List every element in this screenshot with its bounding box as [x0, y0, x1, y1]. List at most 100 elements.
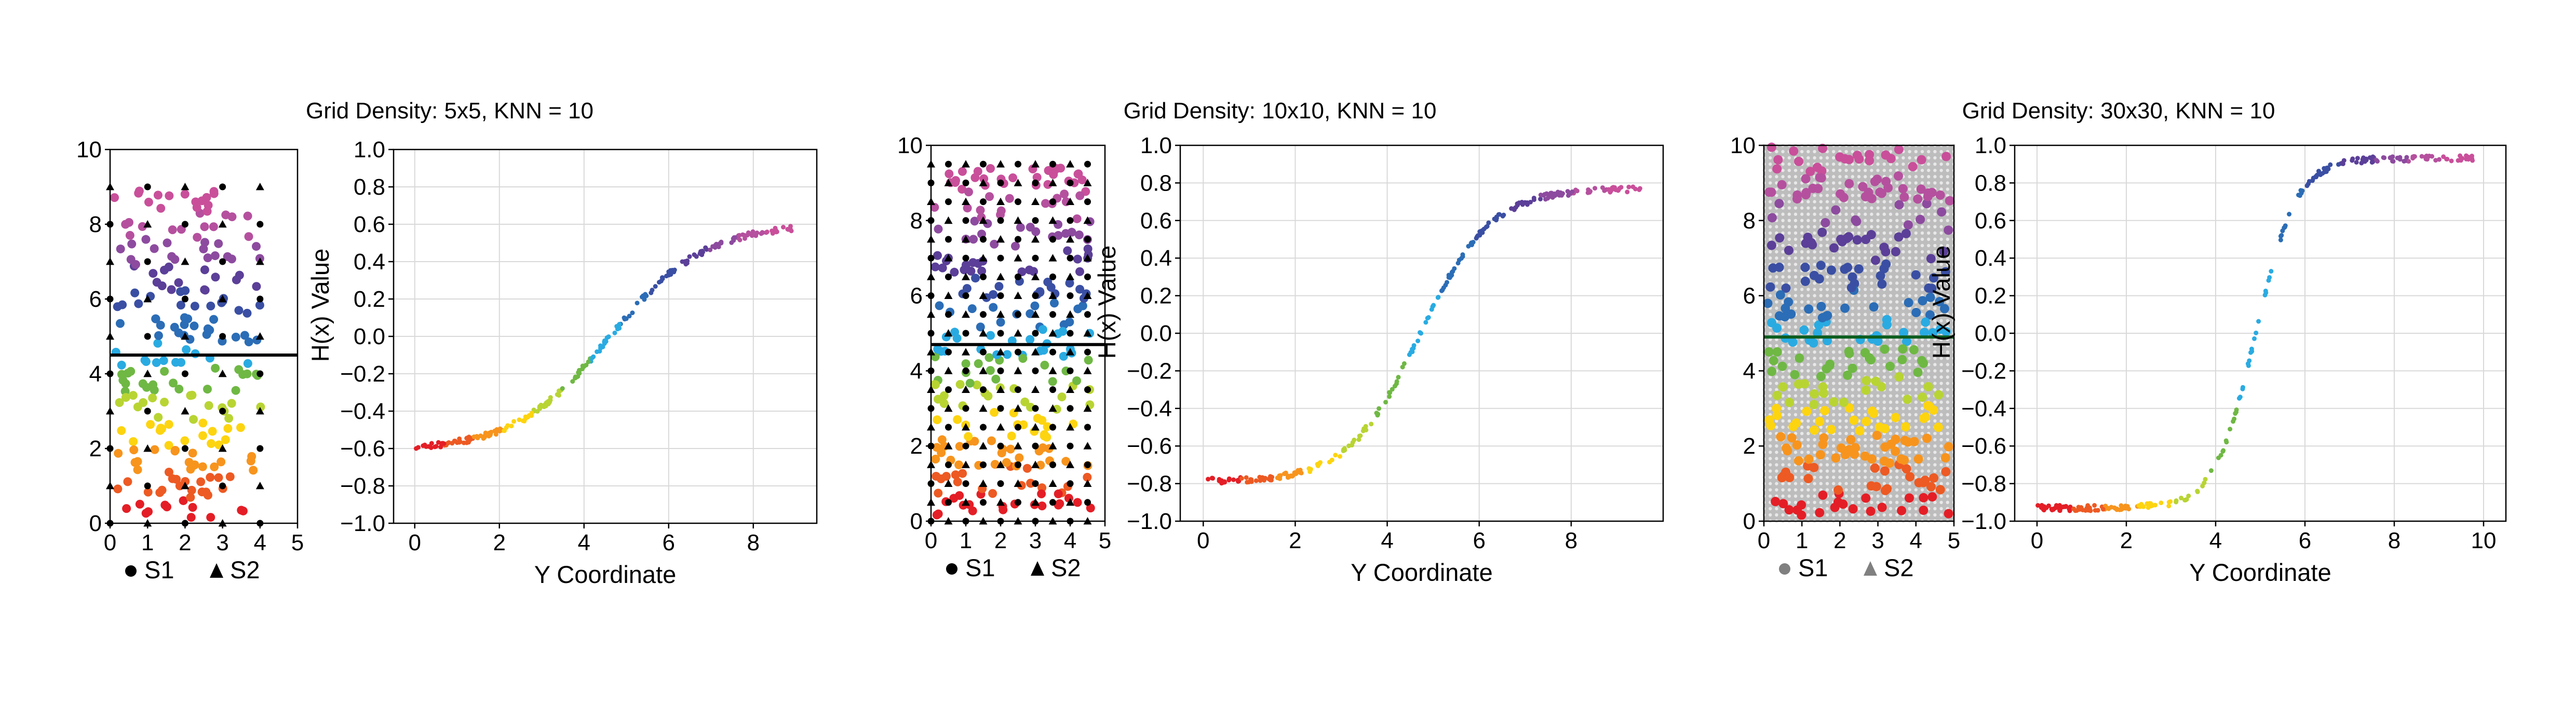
grid-node: [1806, 162, 1810, 166]
sample-point: [1898, 344, 1908, 354]
s1-grid-marker: [1032, 480, 1039, 487]
sample-point: [168, 474, 177, 483]
sample-point: [965, 378, 975, 388]
sample-point: [209, 315, 219, 324]
legend-label: S2: [1884, 554, 1914, 581]
s2-grid-marker: [944, 479, 953, 487]
grid-node: [1864, 288, 1867, 291]
h-value-point: [698, 251, 703, 256]
grid-node: [1889, 269, 1893, 273]
grid-node: [1800, 169, 1804, 172]
grid-node: [1864, 275, 1867, 279]
s1-grid-marker: [962, 179, 969, 186]
grid-node: [1927, 375, 1931, 379]
sample-point: [932, 443, 941, 452]
s2-grid-marker: [1066, 348, 1074, 356]
sample-point: [180, 313, 189, 322]
grid-node: [1914, 363, 1918, 366]
x-axis-label: Y Coordinate: [1351, 559, 1493, 586]
sample-point: [951, 470, 960, 480]
grid-node: [1870, 175, 1873, 179]
grid-node: [1851, 225, 1854, 229]
grid-node: [1819, 294, 1823, 297]
s2-grid-marker: [1048, 479, 1057, 487]
h-value-point: [509, 424, 514, 429]
sample-point: [256, 402, 265, 412]
sample-point: [1926, 482, 1936, 492]
grid-node: [1838, 219, 1842, 222]
h-value-point: [461, 440, 466, 445]
sample-point: [1803, 473, 1813, 483]
sample-point: [155, 488, 165, 497]
sample-point: [1839, 193, 1849, 202]
h-value-point: [2202, 480, 2207, 485]
sample-point: [1894, 144, 1904, 154]
grid-node: [1832, 175, 1836, 179]
sample-point: [186, 513, 196, 522]
y-tick-label: −0.8: [1961, 471, 2006, 497]
sample-point: [1057, 392, 1067, 402]
grid-node: [1800, 413, 1804, 417]
y-tick-label: 1.0: [354, 137, 385, 162]
s1-grid-marker: [181, 445, 188, 452]
h-value-point: [2136, 503, 2141, 508]
grid-node: [1927, 425, 1931, 429]
grid-node: [1819, 363, 1823, 366]
grid-node: [1895, 243, 1899, 248]
sample-point: [1003, 350, 1012, 359]
sample-point: [1860, 451, 1870, 461]
sample-point: [1778, 499, 1788, 509]
grid-node: [1793, 451, 1798, 454]
grid-node: [1819, 425, 1823, 429]
h-value-point: [429, 441, 434, 446]
h-value-point: [1543, 197, 1548, 202]
s2-grid-marker: [996, 235, 1005, 243]
grid-node: [1825, 256, 1829, 260]
s1-grid-marker: [1084, 160, 1091, 168]
grid-node: [1908, 413, 1911, 417]
grid-node: [1832, 438, 1836, 442]
h-value-point: [2310, 178, 2315, 183]
sample-point: [972, 381, 981, 390]
grid-node: [1882, 476, 1886, 479]
grid-node: [1933, 243, 1937, 248]
sample-point: [964, 187, 974, 197]
grid-node: [1806, 156, 1810, 160]
h-value-point: [2124, 506, 2129, 511]
h-value-point: [692, 252, 697, 257]
grid-node: [1793, 394, 1798, 398]
s2-grid-marker: [218, 220, 227, 228]
map-x-tick-label: 2: [1833, 528, 1846, 553]
h-value-point: [2282, 225, 2287, 230]
sample-point: [1847, 272, 1857, 282]
grid-node: [1908, 250, 1911, 254]
sample-point: [133, 465, 142, 474]
sample-point: [1810, 425, 1819, 435]
grid-node: [1864, 294, 1867, 297]
grid-node: [1800, 451, 1804, 454]
sample-point: [242, 308, 252, 318]
panel-title: Grid Density: 5x5, KNN = 10: [306, 98, 594, 124]
s1-grid-marker: [980, 273, 987, 280]
grid-node: [1787, 200, 1791, 203]
map-y-tick-label: 4: [1743, 358, 1756, 384]
sample-point: [1084, 356, 1093, 365]
grid-node: [1946, 375, 1949, 379]
h-value-point: [2406, 159, 2411, 164]
grid-node: [1882, 225, 1886, 229]
grid-node: [1832, 294, 1836, 297]
grid-node: [1914, 357, 1918, 360]
grid-node: [1864, 431, 1867, 436]
h-value-point: [1418, 330, 1423, 335]
grid-node: [1914, 263, 1918, 266]
sample-point: [997, 449, 1006, 458]
map-y-tick-label: 10: [76, 137, 102, 162]
sample-point: [1830, 502, 1840, 512]
s1-grid-marker: [997, 254, 1004, 262]
grid-node: [1857, 400, 1861, 404]
sample-point: [180, 189, 190, 199]
h-value-point: [1396, 375, 1401, 380]
sample-point: [1797, 500, 1806, 510]
s1-grid-marker: [980, 424, 987, 431]
sample-point: [1074, 230, 1084, 240]
